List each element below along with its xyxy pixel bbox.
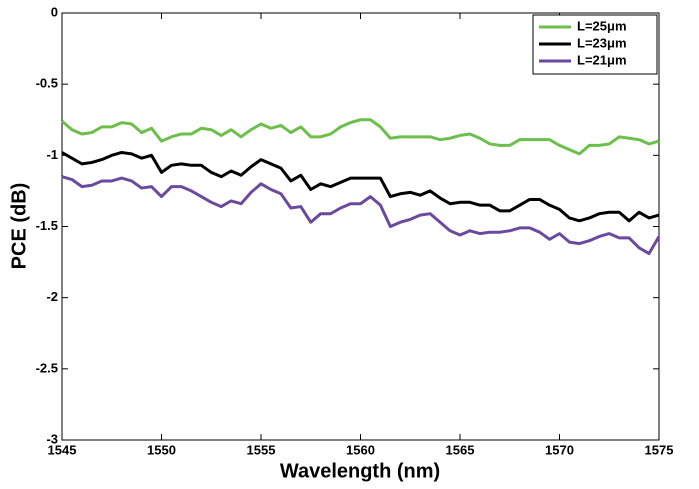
y-axis-title: PCE (dB) <box>8 183 30 270</box>
x-tick-label: 1575 <box>645 442 674 457</box>
y-tick-label: -2 <box>46 289 58 304</box>
y-tick-label: -1.5 <box>36 218 58 233</box>
legend-label: L=25μm <box>577 18 627 33</box>
y-tick-label: -2.5 <box>36 360 58 375</box>
y-tick-label: 0 <box>51 4 58 19</box>
legend-label: L=21μm <box>577 52 627 67</box>
x-tick-label: 1545 <box>48 442 77 457</box>
x-tick-label: 1555 <box>247 442 276 457</box>
x-tick-label: 1565 <box>446 442 475 457</box>
data-line <box>61 150 660 223</box>
y-tick-label: -1 <box>46 147 58 162</box>
y-tick-label: -3 <box>46 431 58 446</box>
plot-frame <box>61 12 660 441</box>
x-tick-label: 1560 <box>346 442 375 457</box>
x-tick-label: 1570 <box>545 442 574 457</box>
y-tick-label: -0.5 <box>36 76 58 91</box>
data-line <box>61 118 660 156</box>
x-axis-title: Wavelength (nm) <box>280 460 440 482</box>
legend-label: L=23μm <box>577 35 627 50</box>
data-line <box>61 175 661 256</box>
x-tick-label: 1550 <box>147 442 176 457</box>
